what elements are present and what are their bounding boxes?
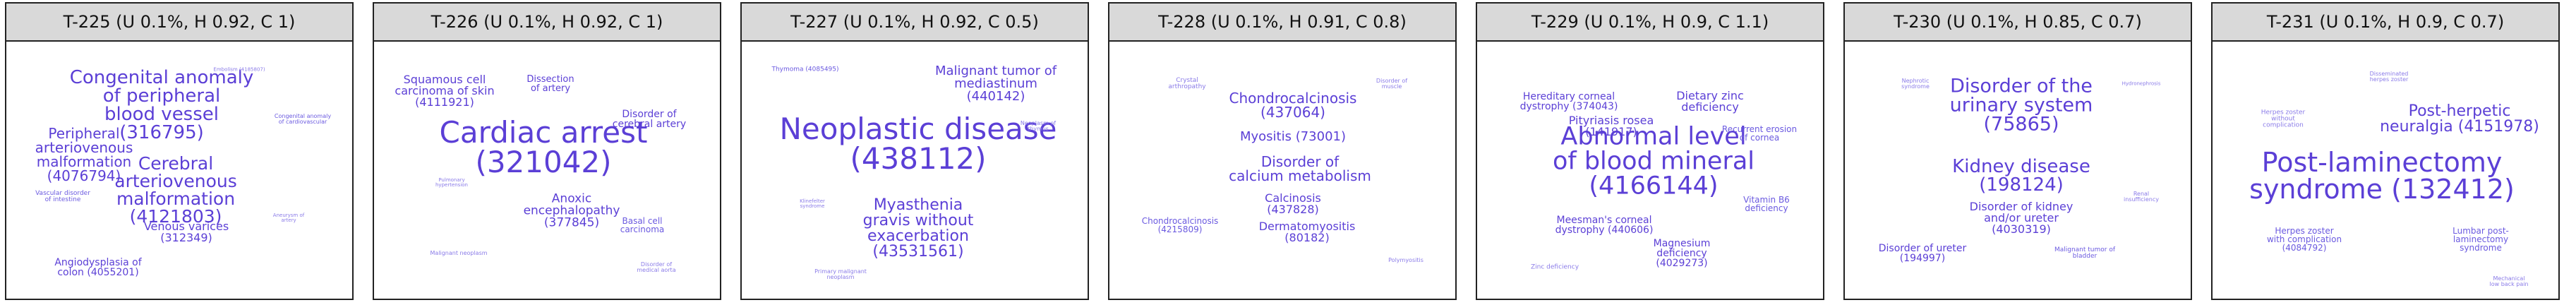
cloud-word: Disorder of kidney and/or ureter (4030319) [1969, 200, 2074, 236]
cloud-word: Myasthenia gravis without exacerbation (435… [862, 196, 974, 261]
cloud-word: Klinefelter syndrome [800, 198, 825, 209]
cloud-word: Kidney disease (198124) [1952, 156, 2090, 196]
cloud-word: Post-laminectomy syndrome (132412) [2249, 147, 2515, 205]
cloud-word: Lumbar post-laminectomy syndrome [2452, 226, 2509, 253]
cloud-word: Venous varices (312349) [143, 220, 229, 244]
cloud-word: Disorder of medical aorta [637, 261, 676, 273]
cloud-word: Embolism (4185807) [213, 66, 265, 73]
cloud-word: Vitamin B6 deficiency [1743, 195, 1790, 213]
panel-title: T-225 (U 0.1%, H 0.92, C 1) [6, 4, 352, 42]
cloud-word: Meesman's corneal dystrophy (440606) [1555, 215, 1654, 236]
cloud-word: Disorder of muscle [1376, 78, 1408, 90]
cloud-word: Chondrocalcinosis (4215809) [1141, 216, 1219, 234]
word-cloud: Disorder of the urinary system (75865) Kidn… [1845, 42, 2191, 299]
cloud-word: Disseminated herpes zoster [2369, 71, 2409, 83]
cloud-word: Hydronephrosis [2121, 80, 2161, 87]
panel-title: T-231 (U 0.1%, H 0.9, C 0.7) [2213, 4, 2558, 42]
cloud-word: Dissection of artery [526, 74, 574, 94]
cloud-word: Disorder of cerebral artery [612, 109, 687, 130]
cloud-word: Malignant tumor of bladder [2054, 246, 2116, 260]
cloud-word: Vascular disorder of intestine [35, 190, 90, 203]
cloud-word: Zinc deficiency [1530, 263, 1579, 271]
panel-title: T-230 (U 0.1%, H 0.85, C 0.7) [1845, 4, 2191, 42]
cloud-word: Dietary zinc deficiency [1676, 89, 1744, 114]
cloud-word: Anoxic encephalopathy (377845) [523, 191, 620, 230]
cloud-word: Myositis (73001) [1239, 129, 1347, 144]
cloud-word: Magnesium deficiency (4029273) [1653, 238, 1711, 269]
cloud-word: Calcinosis (437828) [1265, 191, 1321, 216]
cloud-word: Basal cell carcinoma [620, 216, 665, 234]
cloud-word: Nephrotic syndrome [1901, 78, 1930, 90]
cloud-word: Chondrocalcinosis (437064) [1229, 90, 1357, 121]
wordcloud-panel: T-231 (U 0.1%, H 0.9, C 0.7) Post-herpeti… [2211, 2, 2560, 300]
cloud-word: Angiodysplasia of colon (4055201) [54, 257, 142, 278]
word-cloud: Cardiac arrest (321042) Squamous cell carci… [374, 42, 720, 299]
cloud-word: Abnormal level of blood mineral (4166144) [1552, 122, 1755, 201]
cloud-word: Pulmonary hypertension [435, 177, 469, 188]
cloud-word: Malignant tumor of mediastinum (440142) [934, 64, 1057, 104]
wordcloud-panel: T-225 (U 0.1%, H 0.92, C 1) Congenital an… [5, 2, 354, 300]
wordcloud-panel: T-228 (U 0.1%, H 0.91, C 0.8) Chondrocalc… [1108, 2, 1457, 300]
cloud-word: Herpes zoster with complication (4084792) [2266, 226, 2342, 253]
cloud-word: Thymoma (4085495) [771, 66, 839, 73]
word-cloud: Neoplastic disease (438112) Malignant tumo… [742, 42, 1088, 299]
cloud-word: Recurrent erosion of cornea [1721, 124, 1798, 143]
panel-title: T-226 (U 0.1%, H 0.92, C 1) [374, 4, 720, 42]
cloud-word: Disorder of ureter (194997) [1878, 243, 1967, 264]
cloud-word: Cardiac arrest (321042) [439, 115, 648, 179]
cloud-word: Malignant neoplasm [430, 250, 488, 256]
cloud-word: Peripheral arteriovenous malformation (4076… [35, 125, 133, 184]
cloud-word: Pityriasis rosea (141917) [1568, 114, 1654, 138]
cloud-word: Congenital anomaly of cardiovascular [274, 113, 332, 125]
cloud-word: Dermatomyositis (80182) [1258, 220, 1356, 244]
cloud-word: Post-herpetic neuralgia (4151978) [2380, 102, 2539, 136]
cloud-word: Squamous cell carcinoma of skin (4111921) [395, 73, 495, 109]
cloud-word: Congenital anomaly of peripheral blood ves… [69, 67, 254, 143]
cloud-word: Cerebral arteriovenous malformation (412180… [114, 153, 237, 227]
cloud-word: Primary malignant neoplasm [814, 268, 867, 280]
word-cloud: Congenital anomaly of peripheral blood ves… [6, 42, 352, 299]
cloud-word: Crystal arthropathy [1168, 77, 1206, 90]
cloud-word: Neoplastic disease (438112) [779, 112, 1057, 176]
wordcloud-panel: T-226 (U 0.1%, H 0.92, C 1) Cardiac arres… [373, 2, 721, 300]
word-cloud: Abnormal level of blood mineral (4166144) D… [1477, 42, 1823, 299]
cloud-word: Mechanical low back pain [2489, 275, 2529, 287]
cloud-word: Disorder of the urinary system (75865) [1949, 75, 2093, 136]
word-cloud: Chondrocalcinosis (437064) Myositis (73001… [1109, 42, 1455, 299]
wordcloud-panel: T-230 (U 0.1%, H 0.85, C 0.7) Disorder of… [1843, 2, 2192, 300]
word-cloud: Post-herpetic neuralgia (4151978) Post-lam… [2213, 42, 2558, 299]
wordcloud-panel: T-227 (U 0.1%, H 0.92, C 0.5) Neoplastic … [740, 2, 1089, 300]
panel-title: T-227 (U 0.1%, H 0.92, C 0.5) [742, 4, 1088, 42]
wordcloud-panel: T-229 (U 0.1%, H 0.9, C 1.1) Abnormal lev… [1476, 2, 1824, 300]
cloud-word: Neoplasm of thymus [1020, 120, 1057, 132]
cloud-word: Herpes zoster without complication [2261, 109, 2306, 129]
cloud-word: Hereditary corneal dystrophy (374043) [1519, 91, 1618, 112]
cloud-word: Disorder of calcium metabolism [1229, 153, 1371, 184]
panel-title: T-229 (U 0.1%, H 0.9, C 1.1) [1477, 4, 1823, 42]
cloud-word: Aneurysm of artery [272, 213, 305, 223]
cloud-word: Renal insufficiency [2123, 191, 2160, 203]
panel-title: T-228 (U 0.1%, H 0.91, C 0.8) [1109, 4, 1455, 42]
cloud-word: Polymyositis [1388, 257, 1424, 263]
